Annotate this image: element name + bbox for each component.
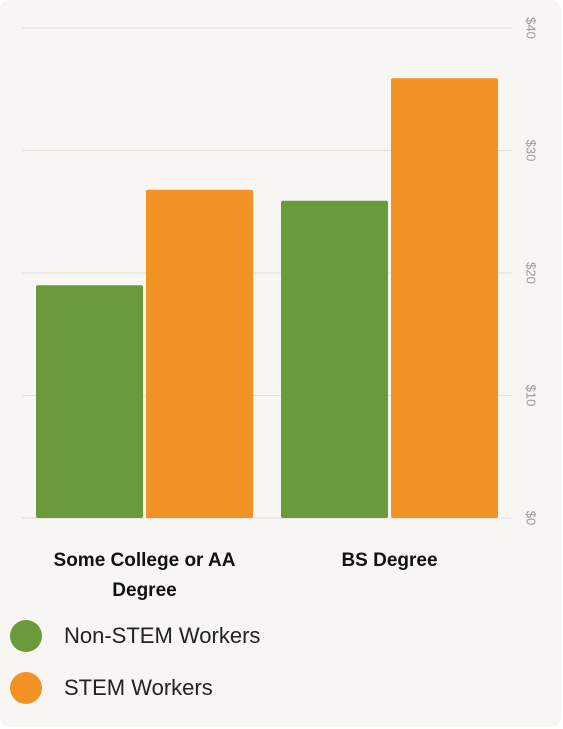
y-tick-label: $0: [524, 511, 539, 525]
legend-marker: [10, 620, 42, 652]
bar: [391, 78, 498, 518]
legend-label: STEM Workers: [64, 675, 213, 700]
y-tick-label: $20: [524, 262, 539, 284]
legend-label: Non-STEM Workers: [64, 623, 261, 648]
legend-marker: [10, 672, 42, 704]
x-tick-label: Some College or AA Degree: [53, 550, 236, 601]
x-tick-label: BS Degree: [341, 550, 438, 571]
bar: [36, 285, 143, 518]
bar: [146, 189, 253, 518]
y-tick-label: $40: [524, 17, 539, 39]
y-tick-label: $30: [524, 140, 539, 162]
bar: [281, 200, 388, 518]
y-tick-label: $10: [524, 385, 539, 407]
